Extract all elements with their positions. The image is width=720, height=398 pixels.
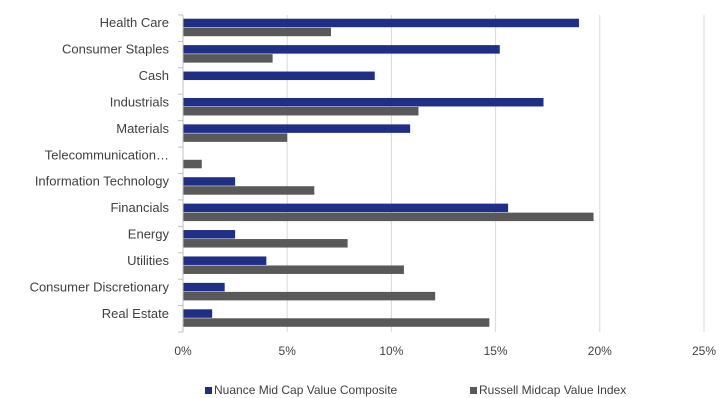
bar-index — [183, 106, 419, 116]
bar-index — [183, 318, 490, 327]
legend-label: Russell Midcap Value Index — [479, 383, 626, 397]
bar-index — [183, 159, 202, 169]
bar-index — [183, 212, 594, 222]
category-label: Utilities — [127, 253, 169, 268]
category-label: Industrials — [110, 94, 170, 109]
legend-label: Nuance Mid Cap Value Composite — [214, 383, 398, 397]
category-label: Materials — [116, 121, 169, 136]
bar-composite — [183, 230, 236, 239]
x-tick-label: 10% — [379, 344, 403, 358]
x-tick-labels: 0% 5% 10% 15% 20% 25% — [174, 344, 716, 358]
bar-composite — [183, 309, 213, 318]
bars — [183, 18, 594, 327]
category-label: Energy — [128, 227, 170, 242]
bar-composite — [183, 256, 267, 265]
bar-index — [183, 239, 348, 248]
bar-index — [183, 54, 273, 63]
bar-composite — [183, 97, 544, 107]
category-label: Information Technology — [35, 174, 170, 189]
bar-index — [183, 265, 404, 274]
bar-index — [183, 186, 315, 195]
category-label: Real Estate — [102, 306, 169, 321]
category-label: Consumer Staples — [62, 42, 169, 57]
bar-index — [183, 291, 436, 301]
legend: Nuance Mid Cap Value Composite Russell Mi… — [205, 383, 626, 397]
x-tick-label: 5% — [279, 344, 297, 358]
bar-index — [183, 133, 288, 142]
category-label: Health Care — [100, 15, 169, 30]
x-tick-label: 0% — [174, 344, 192, 358]
gridlines — [286, 15, 705, 332]
category-label: Telecommunication… — [45, 147, 169, 162]
category-label: Financials — [110, 200, 169, 215]
x-tick-label: 25% — [692, 344, 716, 358]
bar-composite — [183, 45, 500, 54]
legend-swatch — [205, 387, 212, 394]
bar-composite — [183, 177, 236, 186]
category-labels: Health Care Consumer Staples Cash Industria… — [30, 15, 170, 321]
bar-composite — [183, 71, 375, 81]
category-label: Consumer Discretionary — [30, 279, 170, 294]
x-tick-label: 20% — [588, 344, 612, 358]
bar-index — [183, 27, 331, 37]
bar-composite — [183, 18, 579, 28]
bar-composite — [183, 282, 225, 292]
legend-swatch — [470, 387, 477, 394]
category-label: Cash — [139, 68, 169, 83]
x-tick-label: 15% — [484, 344, 508, 358]
bar-composite — [183, 203, 509, 213]
axes — [178, 14, 184, 333]
bar-composite — [183, 124, 411, 133]
